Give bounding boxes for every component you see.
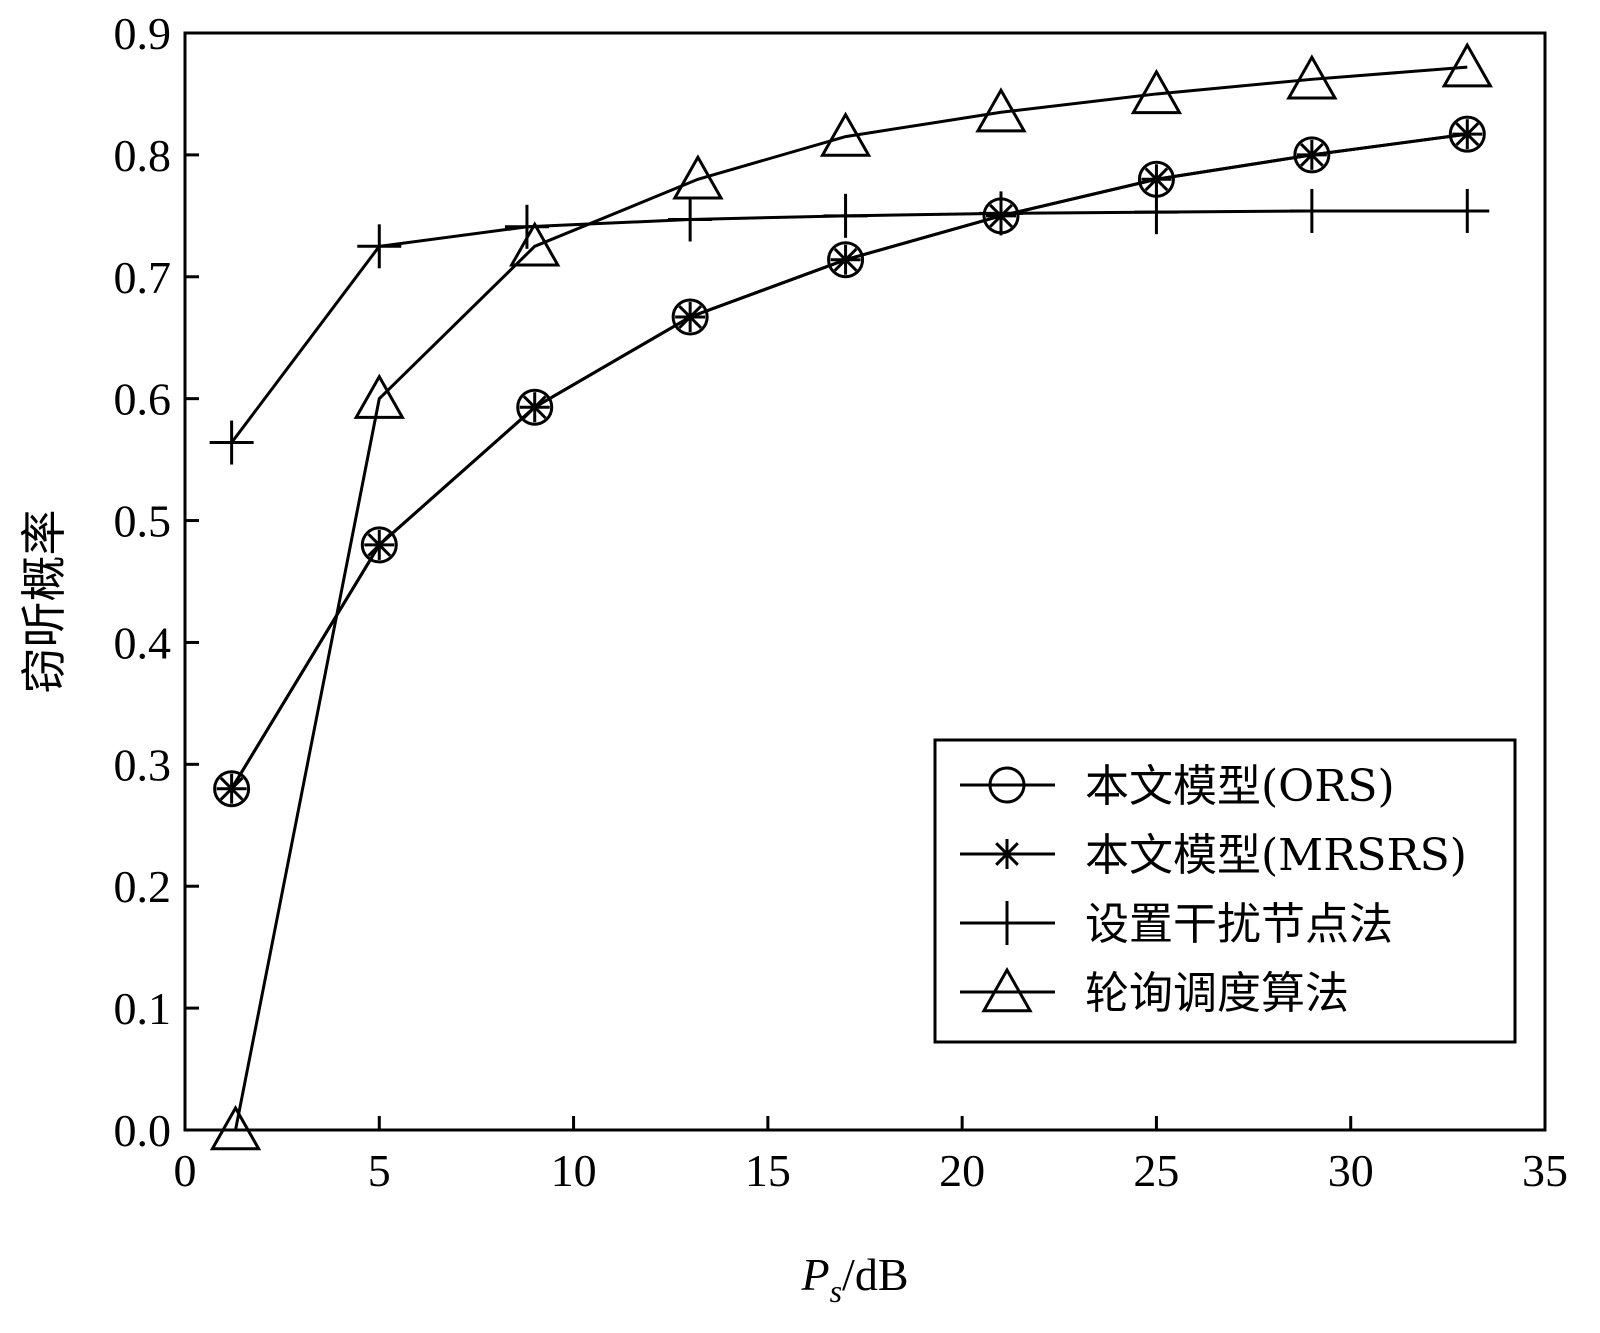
x-tick-label: 20 (939, 1145, 985, 1196)
data-point-plus (1289, 188, 1334, 233)
legend-marker-triangle (981, 966, 1033, 1013)
data-point-asterisk (519, 392, 550, 423)
data-point-circle (1448, 115, 1486, 153)
x-tick-label: 0 (174, 1145, 197, 1196)
series-3 (209, 188, 1490, 465)
data-point-triangle (1130, 68, 1183, 115)
y-tick-label: 0.0 (114, 1105, 172, 1156)
x-axis-title-symbol: P (800, 1249, 829, 1300)
data-point-plus (1445, 188, 1490, 233)
data-point-plus (209, 420, 254, 465)
data-point-asterisk (1141, 164, 1172, 195)
legend-item: 本文模型(ORS) (960, 761, 1395, 812)
y-tick-label: 0.1 (114, 983, 172, 1034)
legend-marker-asterisk (992, 839, 1022, 869)
series-line (234, 65, 1468, 1131)
legend-item: 设置干扰节点法 (960, 899, 1393, 950)
series-line (230, 132, 1468, 790)
data-point-circle (516, 388, 554, 426)
data-point-plus (823, 193, 868, 238)
legend-item: 轮询调度算法 (960, 966, 1349, 1019)
legend-label: 设置干扰节点法 (1085, 899, 1393, 950)
data-point-asterisk (675, 302, 706, 333)
data-point-circle (827, 241, 865, 279)
x-tick-label: 30 (1328, 1145, 1374, 1196)
y-tick-label: 0.5 (114, 496, 172, 547)
x-tick-label: 15 (745, 1145, 791, 1196)
axes: 0 5 10 15 20 25 30 35 0.0 0.1 0.2 0.3 0.4 0.5 0.6 0.7 0.… (19, 8, 1568, 1309)
x-tick-label: 35 (1522, 1145, 1568, 1196)
x-tick-label: 10 (551, 1145, 597, 1196)
data-point-triangle (209, 1104, 262, 1151)
series-1 (213, 115, 1486, 808)
legend-label: 本文模型(MRSRS) (1085, 830, 1467, 881)
data-point-circle (360, 526, 398, 564)
y-tick-label: 0.4 (114, 617, 172, 668)
x-axis-title: Ps/dB (800, 1249, 908, 1309)
legend-label: 轮询调度算法 (1085, 968, 1349, 1019)
series-line (230, 132, 1468, 790)
legend-marker-plus (985, 901, 1029, 945)
data-point-plus (668, 197, 713, 242)
series-line (230, 209, 1468, 444)
x-tick-label: 5 (368, 1145, 391, 1196)
data-point-plus (1134, 190, 1179, 235)
y-tick-label: 0.8 (114, 130, 172, 181)
data-point-asterisk (364, 529, 395, 560)
data-point-asterisk (1296, 139, 1327, 170)
y-tick-label: 0.6 (114, 374, 172, 425)
legend-label: 本文模型(ORS) (1085, 761, 1395, 812)
x-axis-title-unit: /dB (842, 1249, 908, 1300)
y-axis-title: 窃听概率 (19, 510, 70, 694)
x-tick-label: 25 (1133, 1145, 1179, 1196)
data-point-asterisk (830, 244, 861, 275)
series-4 (209, 42, 1493, 1151)
legend-marker-circle (988, 766, 1026, 804)
data-point-triangle (353, 373, 405, 419)
data-point-triangle (975, 87, 1027, 133)
data-point-triangle (672, 154, 724, 200)
data-point-plus (504, 204, 549, 249)
x-axis-title-subscript: s (830, 1273, 842, 1309)
data-point-circle (1293, 136, 1331, 174)
data-point-plus (357, 224, 402, 269)
data-point-plus (979, 191, 1023, 236)
plot-frame (183, 31, 1547, 1132)
data-point-asterisk (1452, 119, 1483, 150)
data-point-triangle (819, 111, 872, 157)
data-point-asterisk (216, 773, 247, 804)
data-point-triangle (1286, 54, 1338, 100)
data-point-triangle (509, 221, 561, 267)
legend-item: 本文模型(MRSRS) (960, 830, 1467, 881)
data-point-circle (213, 770, 251, 808)
y-tick-label: 0.3 (114, 739, 172, 790)
data-point-circle (671, 298, 709, 336)
y-tick-label: 0.7 (114, 252, 172, 303)
series-layer (209, 42, 1493, 1151)
y-tick-label: 0.2 (114, 861, 172, 912)
y-tick-label: 0.9 (114, 8, 172, 59)
data-point-triangle (1441, 42, 1493, 88)
series-2 (216, 119, 1483, 804)
